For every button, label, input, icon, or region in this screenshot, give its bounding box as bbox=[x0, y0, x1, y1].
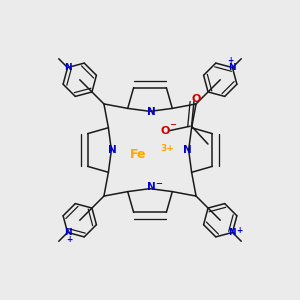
Text: O: O bbox=[161, 126, 170, 136]
Text: N: N bbox=[183, 145, 192, 155]
Text: N: N bbox=[147, 107, 156, 117]
Text: N: N bbox=[64, 63, 71, 72]
Text: N: N bbox=[64, 228, 71, 237]
Text: Fe: Fe bbox=[130, 148, 146, 161]
Text: −: − bbox=[155, 179, 162, 188]
Text: N: N bbox=[229, 228, 236, 237]
Text: +: + bbox=[236, 226, 243, 235]
Text: +: + bbox=[66, 235, 73, 244]
Text: N: N bbox=[147, 182, 156, 192]
Text: N: N bbox=[108, 145, 117, 155]
Text: O: O bbox=[191, 94, 200, 104]
Text: 3+: 3+ bbox=[160, 144, 174, 153]
Text: N: N bbox=[229, 63, 236, 72]
Text: −: − bbox=[169, 120, 176, 129]
Text: +: + bbox=[227, 56, 234, 65]
